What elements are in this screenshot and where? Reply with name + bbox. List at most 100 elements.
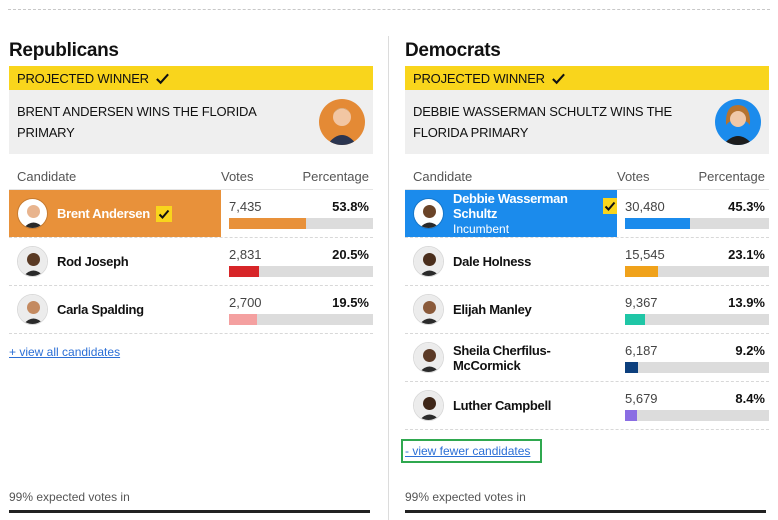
candidate-name: Brent Andersen (57, 206, 150, 221)
winner-check-icon (602, 198, 617, 214)
vote-share-bar (625, 361, 769, 373)
vote-percentage: 23.1% (728, 246, 765, 262)
vote-count: 15,545 (625, 246, 665, 262)
table-header: Candidate Votes Percentage (9, 154, 373, 190)
republicans-panel: Republicans PROJECTED WINNER BRENT ANDER… (9, 38, 373, 361)
vote-percentage: 13.9% (728, 294, 765, 310)
winner-text: BRENT ANDERSEN WINS THE FLORIDA PRIMARY (17, 104, 256, 140)
column-divider (388, 36, 389, 520)
candidate-cell: Rod Joseph (9, 238, 221, 285)
vote-share-fill (625, 313, 646, 325)
vote-share-bar (625, 217, 769, 229)
candidate-avatar (413, 390, 444, 421)
vote-count: 9,367 (625, 294, 658, 310)
vote-count: 2,700 (229, 294, 262, 310)
vote-share-fill (625, 217, 691, 229)
header-candidate: Candidate (413, 169, 473, 184)
candidate-row: Brent Andersen 7,435 53.8% (9, 190, 373, 238)
winner-text: DEBBIE WASSERMAN SCHULTZ WINS THE FLORID… (413, 104, 672, 140)
winner-avatar (715, 99, 761, 145)
vote-percentage: 8.4% (735, 390, 765, 406)
expected-votes-bar (9, 510, 370, 513)
candidate-status: Incumbent (453, 222, 510, 236)
winner-announcement: BRENT ANDERSEN WINS THE FLORIDA PRIMARY (9, 90, 373, 154)
winner-avatar (319, 99, 365, 145)
vote-share-bar (229, 265, 373, 277)
projected-winner-bar: PROJECTED WINNER (9, 66, 373, 90)
candidate-row: Carla Spalding 2,700 19.5% (9, 286, 373, 334)
vote-count: 7,435 (229, 198, 262, 214)
vote-count: 6,187 (625, 342, 658, 358)
candidate-cell: Dale Holness (405, 238, 617, 285)
vote-percentage: 20.5% (332, 246, 369, 262)
vote-percentage: 53.8% (332, 198, 369, 214)
candidate-avatar (17, 198, 48, 229)
candidate-avatar (17, 294, 48, 325)
header-percentage: Percentage (302, 169, 370, 184)
vote-share-fill (229, 313, 258, 325)
expected-votes-bar (405, 510, 766, 513)
header-percentage: Percentage (698, 169, 766, 184)
vote-count: 2,831 (229, 246, 262, 262)
winner-check-icon (155, 205, 172, 222)
projected-winner-bar: PROJECTED WINNER (405, 66, 769, 90)
checkmark-icon (156, 73, 169, 84)
vote-share-bar (229, 313, 373, 325)
vote-percentage: 45.3% (728, 198, 765, 214)
winner-announcement: DEBBIE WASSERMAN SCHULTZ WINS THE FLORID… (405, 90, 769, 154)
vote-share-fill (229, 265, 259, 277)
vote-share-fill (625, 409, 638, 421)
candidate-row: Luther Campbell 5,679 8.4% (405, 382, 769, 430)
candidate-cell: Brent Andersen (9, 190, 221, 237)
candidate-avatar (17, 246, 48, 277)
candidate-row: Debbie Wasserman Schultz Incumbent 30,480 4… (405, 190, 769, 238)
candidate-avatar (413, 294, 444, 325)
vote-count: 30,480 (625, 198, 665, 214)
candidate-cell: Debbie Wasserman Schultz Incumbent (405, 190, 617, 237)
candidate-cell: Elijah Manley (405, 286, 617, 333)
candidate-name: Rod Joseph (57, 254, 129, 269)
table-header: Candidate Votes Percentage (405, 154, 769, 190)
party-title: Democrats (405, 40, 501, 61)
header-candidate: Candidate (17, 169, 77, 184)
vote-share-fill (625, 361, 639, 373)
democrats-panel: Democrats PROJECTED WINNER DEBBIE WASSER… (401, 38, 769, 463)
candidate-name: Luther Campbell (453, 398, 552, 413)
vote-share-bar (625, 265, 769, 277)
vote-share-bar (229, 217, 373, 229)
view-fewer-candidates-link[interactable]: - view fewer candidates (401, 439, 543, 463)
checkmark-icon (552, 73, 565, 84)
top-divider (8, 9, 770, 10)
candidate-list: Brent Andersen 7,435 53.8% Rod Joseph 2,831 2… (9, 190, 373, 334)
candidate-row: Sheila Cherfilus-McCormick 6,187 9.2% (405, 334, 769, 382)
expected-votes-text: 99% expected votes in (9, 490, 130, 504)
vote-share-fill (625, 265, 659, 277)
candidate-avatar (413, 246, 444, 277)
candidate-avatar (413, 198, 444, 229)
view-all-candidates-link[interactable]: + view all candidates (9, 345, 121, 359)
projected-winner-label: PROJECTED WINNER (413, 70, 545, 86)
vote-share-bar (625, 409, 769, 421)
vote-count: 5,679 (625, 390, 658, 406)
candidate-name: Sheila Cherfilus-McCormick (453, 342, 551, 373)
candidate-avatar (413, 342, 444, 373)
expected-votes-text: 99% expected votes in (405, 490, 526, 504)
candidate-name: Dale Holness (453, 254, 532, 269)
vote-share-bar (625, 313, 769, 325)
header-votes: Votes (617, 169, 650, 184)
candidate-name: Carla Spalding (57, 302, 144, 317)
candidate-cell: Sheila Cherfilus-McCormick (405, 334, 617, 381)
candidate-cell: Carla Spalding (9, 286, 221, 333)
header-votes: Votes (221, 169, 254, 184)
candidate-row: Dale Holness 15,545 23.1% (405, 238, 769, 286)
party-title: Republicans (9, 40, 119, 61)
vote-percentage: 9.2% (735, 342, 765, 358)
candidate-name: Debbie Wasserman Schultz (453, 191, 568, 221)
candidate-name: Elijah Manley (453, 302, 532, 317)
projected-winner-label: PROJECTED WINNER (17, 70, 149, 86)
candidate-row: Rod Joseph 2,831 20.5% (9, 238, 373, 286)
candidate-cell: Luther Campbell (405, 382, 617, 429)
vote-percentage: 19.5% (332, 294, 369, 310)
vote-share-fill (229, 217, 307, 229)
candidate-row: Elijah Manley 9,367 13.9% (405, 286, 769, 334)
